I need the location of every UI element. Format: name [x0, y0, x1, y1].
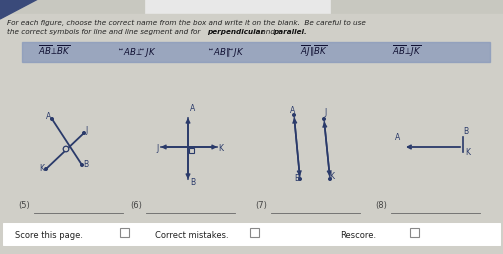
Text: perpendicular: perpendicular — [207, 29, 264, 35]
Circle shape — [45, 168, 47, 171]
Text: parallel.: parallel. — [273, 29, 307, 35]
Text: the correct symbols for line and line segment and for: the correct symbols for line and line se… — [7, 29, 203, 35]
Circle shape — [328, 178, 331, 181]
Circle shape — [80, 164, 83, 167]
Text: Correct mistakes.: Correct mistakes. — [155, 230, 229, 239]
Circle shape — [63, 147, 69, 152]
Text: and: and — [259, 29, 277, 35]
Text: B: B — [294, 173, 299, 182]
Bar — [145, 0, 330, 14]
Text: (8): (8) — [375, 200, 387, 209]
Bar — [3, 223, 500, 245]
Text: A: A — [46, 112, 51, 121]
Circle shape — [51, 118, 53, 121]
Text: K: K — [329, 171, 334, 180]
Text: J: J — [156, 144, 158, 152]
Text: J: J — [324, 108, 326, 117]
Text: For each figure, choose the correct name from the box and write it on the blank.: For each figure, choose the correct name… — [7, 20, 366, 26]
Bar — [120, 228, 129, 237]
Text: A: A — [290, 106, 295, 115]
Text: K: K — [218, 144, 223, 152]
Text: (7): (7) — [255, 200, 267, 209]
Circle shape — [82, 132, 86, 135]
Bar — [250, 228, 259, 237]
Text: $\overleftrightarrow{AB}\!\parallel\!\overleftrightarrow{JK}$: $\overleftrightarrow{AB}\!\parallel\!\ov… — [208, 46, 244, 59]
Text: B: B — [83, 159, 88, 168]
Text: $\overleftrightarrow{AB}\!\perp\!\overleftrightarrow{JK}$: $\overleftrightarrow{AB}\!\perp\!\overle… — [118, 46, 156, 59]
Text: Score this page.: Score this page. — [15, 230, 83, 239]
Bar — [410, 228, 419, 237]
Circle shape — [299, 178, 301, 181]
Bar — [189, 148, 194, 153]
Bar — [22, 43, 490, 63]
Text: A: A — [395, 133, 400, 141]
Text: $\overline{AB}\!\perp\!\overline{JK}$: $\overline{AB}\!\perp\!\overline{JK}$ — [392, 43, 422, 59]
Text: A: A — [190, 104, 195, 113]
Text: J: J — [85, 125, 87, 134]
Text: (6): (6) — [130, 200, 142, 209]
Text: B: B — [190, 177, 195, 186]
Text: (5): (5) — [18, 200, 30, 209]
Text: K: K — [465, 147, 470, 156]
Circle shape — [323, 118, 325, 121]
Text: Rescore.: Rescore. — [340, 230, 376, 239]
Text: B: B — [463, 126, 468, 135]
Text: $\overline{AJ}\!\parallel\!\overline{BK}$: $\overline{AJ}\!\parallel\!\overline{BK}… — [300, 43, 328, 59]
Text: $\overline{AB}\!\perp\!\overline{BK}$: $\overline{AB}\!\perp\!\overline{BK}$ — [38, 43, 71, 57]
Circle shape — [293, 114, 295, 117]
Polygon shape — [0, 0, 38, 20]
Text: K: K — [39, 163, 44, 172]
